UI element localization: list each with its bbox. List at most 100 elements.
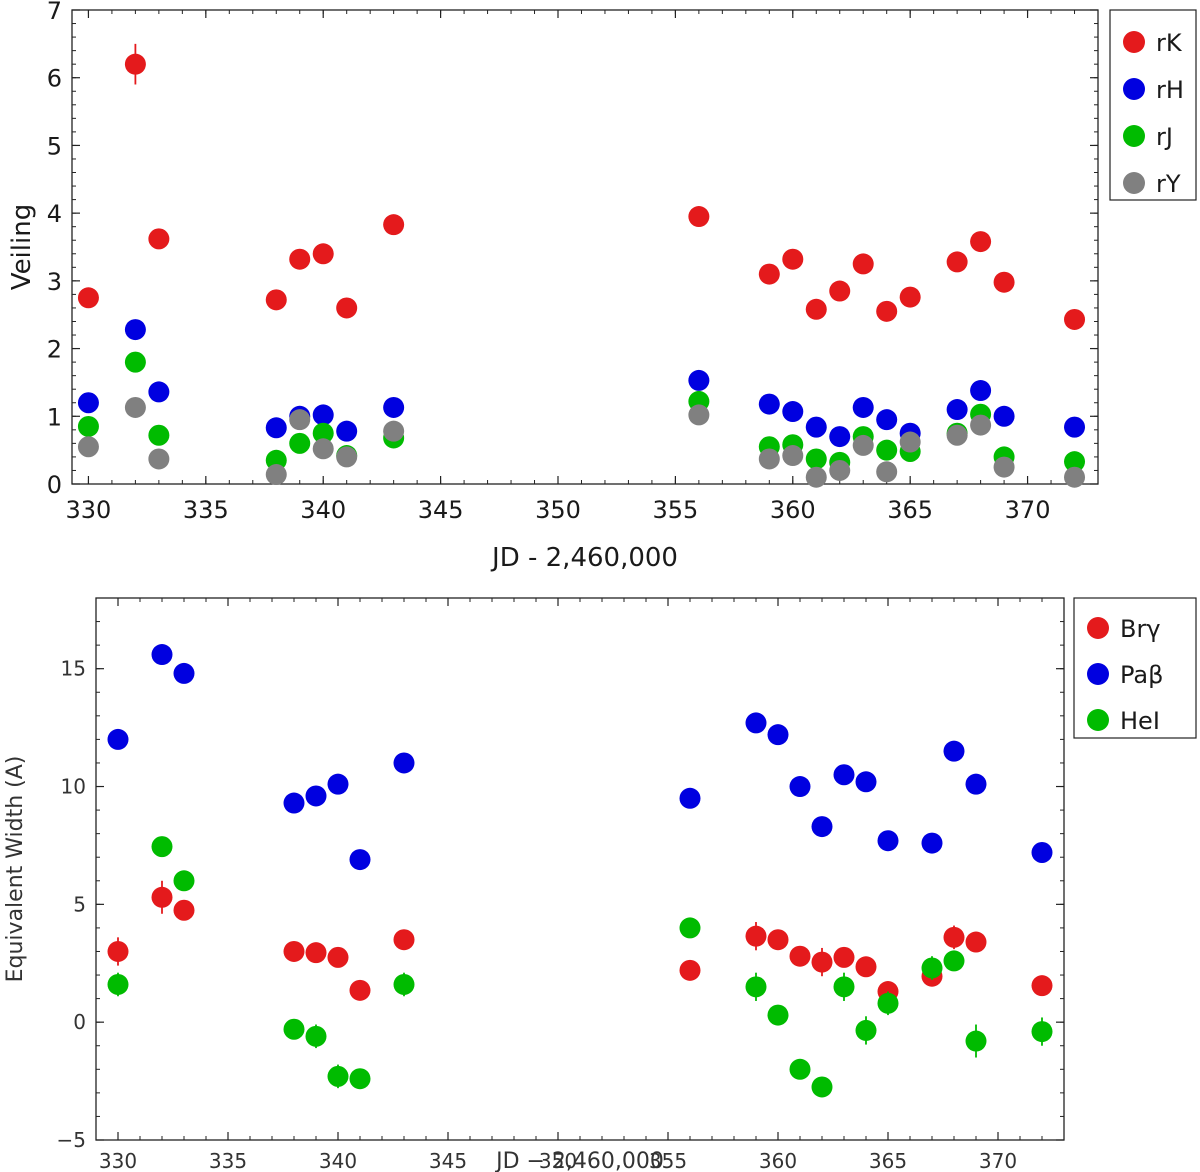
data-point <box>789 1058 811 1080</box>
data-point <box>852 434 874 456</box>
data-point <box>805 416 827 438</box>
data-point <box>124 319 146 341</box>
y-tick-label: 3 <box>47 268 62 296</box>
x-axis-label: JD - 2,460,000 <box>490 543 678 573</box>
data-point <box>393 973 415 995</box>
x-tick-label: 330 <box>99 1149 137 1172</box>
legend-marker <box>1087 663 1109 685</box>
series-0 <box>77 43 1086 330</box>
legend-label: rK <box>1156 29 1183 57</box>
y-tick-label: 10 <box>61 775 86 799</box>
data-point <box>173 870 195 892</box>
data-point <box>327 773 349 795</box>
data-point <box>946 424 968 446</box>
data-point <box>946 399 968 421</box>
legend-label: rY <box>1156 170 1181 198</box>
data-point <box>349 979 371 1001</box>
x-tick-label: 350 <box>535 496 581 524</box>
data-point <box>688 206 710 228</box>
data-point <box>876 461 898 483</box>
data-point <box>767 724 789 746</box>
data-point <box>921 832 943 854</box>
x-tick-label: 370 <box>1005 496 1051 524</box>
data-point <box>805 466 827 488</box>
data-point <box>745 976 767 998</box>
legend-label: Brγ <box>1120 615 1161 643</box>
data-point <box>383 420 405 442</box>
y-tick-label: 2 <box>47 336 62 364</box>
data-point <box>833 764 855 786</box>
x-axis-label: JD − 2,460,000 <box>494 1149 664 1172</box>
data-point <box>965 1030 987 1052</box>
data-point <box>1064 308 1086 330</box>
x-tick-label: 345 <box>418 496 464 524</box>
legend-marker <box>1123 125 1145 147</box>
data-point <box>265 289 287 311</box>
data-point <box>283 1018 305 1040</box>
legend-marker <box>1087 617 1109 639</box>
series-3 <box>77 396 1086 488</box>
data-point <box>349 849 371 871</box>
data-point <box>77 287 99 309</box>
data-point <box>148 381 170 403</box>
data-point <box>383 214 405 236</box>
x-tick-label: 350 <box>539 1149 577 1172</box>
data-point <box>151 886 173 908</box>
data-point <box>312 404 334 426</box>
x-tick-label: 340 <box>319 1149 357 1172</box>
data-point <box>77 415 99 437</box>
series-1 <box>77 319 1086 448</box>
data-point <box>758 448 780 470</box>
data-point <box>877 992 899 1014</box>
data-point <box>943 740 965 762</box>
x-tick-label: 330 <box>66 496 112 524</box>
data-point <box>782 401 804 423</box>
legend: rK rH rJ rY <box>1109 9 1197 201</box>
data-point <box>970 414 992 436</box>
data-point <box>305 942 327 964</box>
series-1 <box>107 644 1053 871</box>
data-point <box>312 422 334 444</box>
data-point <box>124 351 146 373</box>
y-tick-label: 5 <box>47 132 62 160</box>
y-tick-label: 6 <box>47 65 62 93</box>
data-point <box>745 712 767 734</box>
data-point <box>852 253 874 275</box>
data-point <box>124 396 146 418</box>
data-point <box>946 251 968 273</box>
data-point <box>107 940 129 962</box>
data-point <box>805 298 827 320</box>
data-point <box>876 439 898 461</box>
data-point <box>833 946 855 968</box>
data-point <box>124 53 146 75</box>
y-tick-label: 15 <box>61 657 86 681</box>
data-point <box>993 271 1015 293</box>
data-point <box>336 420 358 442</box>
data-point <box>811 816 833 838</box>
legend-marker <box>1087 709 1109 731</box>
legend-marker <box>1123 31 1145 53</box>
data-point <box>688 369 710 391</box>
data-point <box>767 929 789 951</box>
data-point <box>1064 416 1086 438</box>
data-point <box>833 976 855 998</box>
data-point <box>767 1004 789 1026</box>
legend-label: Paβ <box>1120 661 1163 689</box>
data-point <box>305 1025 327 1047</box>
data-point <box>327 1065 349 1087</box>
data-point <box>336 446 358 468</box>
data-point <box>829 426 851 448</box>
x-tick-label: 370 <box>979 1149 1017 1172</box>
data-point <box>349 1068 371 1090</box>
data-point <box>312 438 334 460</box>
data-point <box>1031 975 1053 997</box>
x-tick-label: 335 <box>209 1149 247 1172</box>
data-point <box>782 445 804 467</box>
data-point <box>965 931 987 953</box>
data-point <box>283 792 305 814</box>
data-point <box>1064 451 1086 473</box>
data-point <box>1031 1021 1053 1043</box>
data-point <box>876 409 898 431</box>
